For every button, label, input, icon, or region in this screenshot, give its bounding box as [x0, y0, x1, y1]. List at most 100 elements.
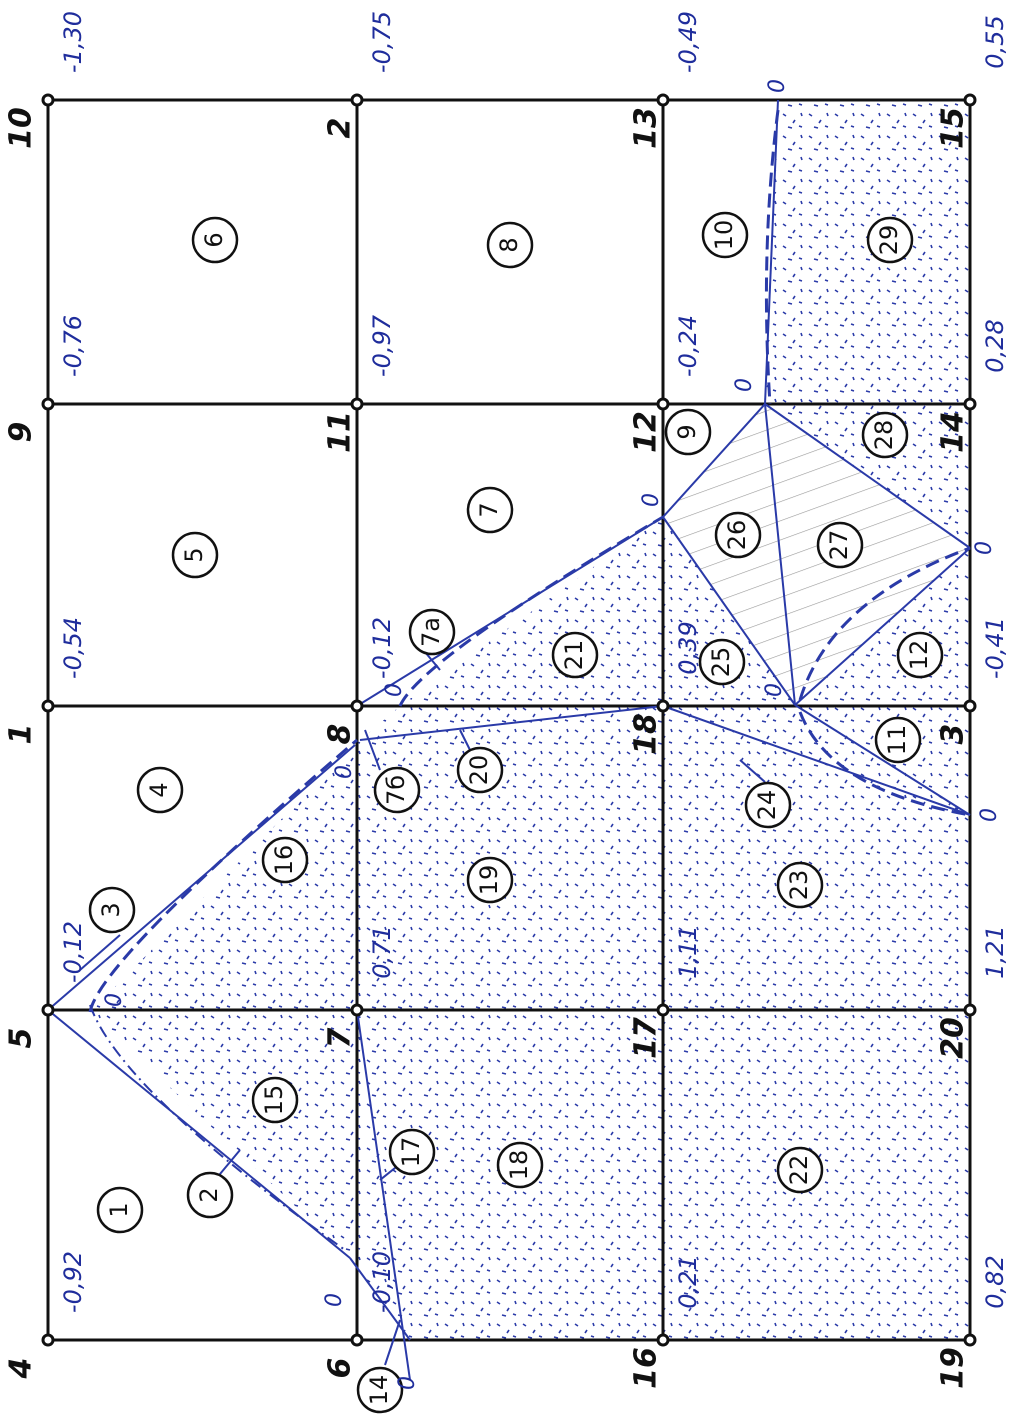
node-value: -0,10 — [368, 1251, 396, 1313]
element-label: 18 — [505, 1150, 533, 1181]
node — [658, 399, 668, 409]
element-label: 28 — [870, 420, 898, 451]
element-label: 7 — [475, 502, 503, 517]
node-label: 8 — [323, 724, 358, 745]
node-label: 2 — [323, 118, 358, 139]
node-label: 10 — [4, 107, 39, 149]
node-value: -0,41 — [981, 617, 1009, 679]
node-label: 20 — [936, 1017, 971, 1059]
element-label: 7a — [417, 617, 445, 647]
node — [352, 1005, 362, 1015]
element-label: 19 — [475, 865, 503, 896]
element-label: 8 — [495, 237, 523, 252]
element-label: 9 — [673, 424, 701, 439]
node — [43, 399, 53, 409]
node-value: 0,39 — [674, 621, 702, 674]
zero-point: 0 — [639, 493, 664, 507]
diagram: 10-1,302-0,7513-0,49150,559-0,7611-0,971… — [0, 0, 1020, 1416]
node-value: -0,54 — [59, 617, 87, 679]
zero-point: 0 — [395, 1376, 420, 1390]
node-value: 0,21 — [674, 1255, 702, 1308]
element-label: 29 — [875, 225, 903, 256]
zero-point: 0 — [972, 541, 997, 555]
node — [352, 701, 362, 711]
node-label: 5 — [4, 1028, 39, 1049]
node-value: -0,97 — [368, 314, 396, 377]
node — [965, 701, 975, 711]
node-value: -0,76 — [59, 315, 87, 377]
element-label: 2 — [195, 1187, 223, 1202]
node-label: 17 — [629, 1017, 664, 1059]
element-label: 27 — [825, 530, 853, 561]
node-label: 1 — [4, 724, 39, 745]
element-label: 5 — [180, 547, 208, 562]
node-value: 1,11 — [674, 925, 702, 978]
zero-point: 0 — [765, 79, 790, 93]
element-label: 12 — [905, 640, 933, 671]
node — [658, 1335, 668, 1345]
node-value: -1,30 — [59, 11, 87, 73]
element-label: 6 — [200, 232, 228, 247]
element-label: 22 — [785, 1155, 813, 1186]
node — [43, 1005, 53, 1015]
node-label: 9 — [4, 422, 39, 443]
element-label: 25 — [707, 647, 735, 678]
element-label: 15 — [260, 1085, 288, 1116]
node-label: 13 — [629, 107, 664, 149]
node-label: 16 — [629, 1347, 664, 1389]
node — [658, 701, 668, 711]
element-label: 20 — [465, 755, 493, 786]
node-label: 18 — [629, 713, 664, 755]
element-label: 10 — [710, 220, 738, 251]
node-label: 4 — [4, 1358, 39, 1380]
node-label: 6 — [323, 1358, 358, 1379]
zero-point: 0 — [977, 808, 1002, 822]
node — [965, 95, 975, 105]
node-label: 14 — [936, 411, 971, 453]
node-value: -0,24 — [674, 315, 702, 377]
element-label: 24 — [753, 790, 781, 821]
node-value: -0,12 — [59, 921, 87, 983]
element-label: 14 — [365, 1375, 393, 1406]
zero-point: 0 — [322, 1293, 347, 1307]
element-label: 3 — [97, 902, 125, 917]
node — [43, 1335, 53, 1345]
element-label: 23 — [785, 870, 813, 901]
element-label: 11 — [883, 725, 911, 756]
node-value: 0,28 — [981, 319, 1009, 372]
element-label: 17 — [397, 1137, 425, 1168]
node — [352, 95, 362, 105]
node — [43, 95, 53, 105]
zero-point: 0 — [382, 683, 407, 697]
node-label: 19 — [936, 1347, 971, 1389]
zero-point: 0 — [102, 993, 127, 1007]
node-label: 7 — [323, 1027, 358, 1048]
node — [965, 1335, 975, 1345]
element-label: 16 — [270, 845, 298, 876]
node-value: -0,12 — [368, 617, 396, 679]
element-label: 21 — [560, 640, 588, 671]
zero-point: 0 — [332, 765, 357, 779]
element-label: 7б — [382, 775, 410, 805]
node-value: 1,21 — [981, 925, 1009, 978]
node-value: -0,92 — [59, 1251, 87, 1313]
node-value: 0,71 — [368, 925, 396, 978]
node-value: -0,75 — [368, 11, 396, 73]
node-label: 11 — [323, 411, 358, 453]
node — [352, 1335, 362, 1345]
node-value: 0,82 — [981, 1255, 1009, 1308]
node-value: 0,55 — [981, 15, 1009, 68]
node — [658, 1005, 668, 1015]
node — [352, 399, 362, 409]
node-label: 15 — [936, 107, 971, 149]
zero-point: 0 — [732, 378, 757, 392]
node — [43, 701, 53, 711]
element-label: 4 — [145, 782, 173, 797]
node-value: -0,49 — [674, 11, 702, 73]
node — [965, 1005, 975, 1015]
element-label: 1 — [105, 1202, 133, 1217]
node-label: 3 — [936, 724, 971, 745]
node — [965, 399, 975, 409]
node-label: 12 — [629, 411, 664, 453]
node — [658, 95, 668, 105]
